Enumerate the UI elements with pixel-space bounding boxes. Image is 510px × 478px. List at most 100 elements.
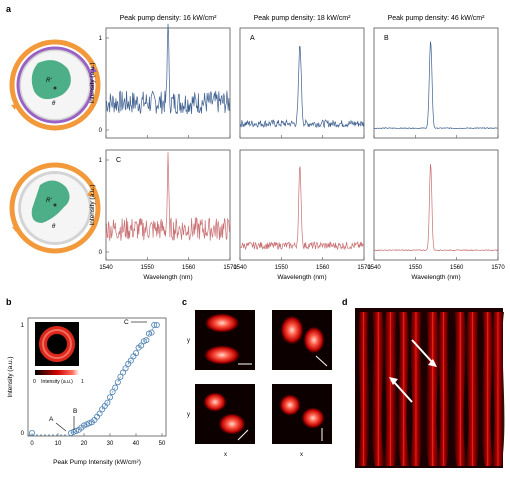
data-point [151, 321, 158, 328]
column-title-3: Peak pump density: 46 kW/cm² [388, 15, 486, 22]
spectrum-line [105, 23, 231, 115]
pol-arrow-3 [237, 429, 249, 441]
colorbar-min: 0 [33, 379, 36, 385]
stripe-arrow-upper [411, 339, 433, 363]
spectrum-plot-5: 1540 1550 1560 1570 Wavelength (nm) [233, 149, 371, 281]
spectrum-ylabel: Intensity (a.u.) [89, 62, 96, 103]
arrow-a [55, 422, 67, 432]
data-point [114, 379, 121, 386]
y-tick-label: 0 [99, 250, 103, 256]
spectrum-row-label: C [116, 157, 121, 164]
data-point [132, 350, 139, 357]
x-tick-label: 10 [55, 441, 62, 447]
data-point [81, 422, 88, 429]
panel-letter-d: d [342, 297, 348, 307]
stripe [425, 312, 440, 466]
colorbar [35, 370, 79, 375]
x-tick-label: 1560 [450, 265, 464, 271]
data-point [104, 399, 111, 406]
colorbar-label: Intensity (a.u.) [41, 379, 73, 385]
data-point [127, 357, 134, 364]
x-tick-label: 0 [30, 441, 34, 447]
threshold-ylabel: Intensity (a.u.) [7, 356, 14, 397]
x-tick-label: 20 [81, 441, 88, 447]
spectrum-xlabel: Wavelength (nm) [411, 274, 460, 281]
data-point [138, 342, 145, 349]
stripe [453, 312, 467, 466]
x-tick-label: 50 [159, 441, 166, 447]
data-point [68, 429, 75, 436]
x-tick-label: 1550 [275, 265, 289, 271]
resonator-diagram-2: R' θ [9, 162, 101, 254]
stripe [371, 312, 385, 466]
spectrum-frame [373, 27, 499, 139]
stripe [397, 312, 410, 466]
column-title-2: Peak pump density: 18 kW/cm² [254, 15, 352, 22]
x-tick-label: 1540 [233, 265, 247, 271]
y-tick-label: 1 [99, 158, 103, 164]
data-point [122, 365, 129, 372]
data-point [148, 329, 155, 336]
data-point [96, 410, 103, 417]
mode-image-3 [195, 384, 255, 444]
data-point [112, 384, 119, 391]
x-tick-label: 1540 [99, 265, 113, 271]
spectrum-frame [239, 27, 365, 139]
data-point [86, 420, 93, 427]
data-point [109, 388, 116, 395]
panel-letter-b: b [6, 297, 12, 307]
diagram-1-r-label: R' [46, 78, 52, 84]
stripe [437, 312, 450, 466]
mode-images: y y x x [187, 310, 332, 458]
diagram-1-theta-label: θ [52, 101, 56, 107]
stripe-pattern [355, 308, 505, 468]
stripe [481, 312, 494, 466]
spectrum-xlabel: Wavelength (nm) [143, 274, 192, 281]
stripe [491, 312, 505, 466]
spectrum-line [239, 166, 365, 251]
mode-ylabel-top: y [187, 338, 190, 344]
spectrum-line [105, 152, 231, 241]
x-tick-label: 1550 [409, 265, 423, 271]
spectrum-plot-3: B [373, 27, 499, 139]
point-label-a: A [49, 416, 54, 423]
spectrum-ylabel: Intensity (a.u.) [89, 184, 96, 225]
data-point [117, 373, 124, 380]
threshold-xlabel: Peak Pump Intensity (kW/cm²) [53, 459, 141, 466]
point-label-b: B [73, 408, 77, 415]
spectrum-row-label: A [250, 35, 255, 42]
threshold-curve [70, 324, 157, 434]
spectrum-line [373, 41, 499, 130]
x-tick-label: 1560 [182, 265, 196, 271]
spectrum-frame [105, 27, 231, 139]
data-point [73, 427, 80, 434]
stripe [383, 312, 398, 466]
column-title-1: Peak pump density: 16 kW/cm² [120, 15, 218, 22]
data-point [143, 337, 150, 344]
data-point [107, 394, 114, 401]
stripe-arrow-lower [393, 381, 413, 403]
spectrum-line [373, 163, 499, 252]
x-tick-label: 1560 [316, 265, 330, 271]
panel-letter-a: a [6, 4, 12, 14]
stripe-arrow-lower-head [389, 377, 398, 385]
spectrum-plot-4: 1540 1550 1560 1570 0 1 Intensity (a.u.) Wavele… [89, 149, 237, 281]
spectrum-plot-6: 1540 1550 1560 1570 Wavelength (nm) [367, 149, 505, 281]
x-tick-label: 1570 [491, 265, 505, 271]
resonator-diagram-1: R' θ [9, 39, 101, 131]
point-label-c: C [124, 319, 129, 326]
stripe [465, 312, 480, 466]
stripe [357, 312, 370, 466]
spectrum-frame [105, 149, 231, 261]
y-tick-label: 1 [99, 36, 103, 42]
panel-letter-c: c [182, 297, 187, 307]
x-tick-label: 1570 [357, 265, 371, 271]
data-point [28, 429, 35, 436]
spectrum-xlabel: Wavelength (nm) [277, 274, 326, 281]
y-tick-label: 1 [21, 323, 25, 329]
mode-xlabel-left: x [224, 452, 227, 458]
data-point [145, 330, 152, 337]
colorbar-max: 1 [81, 379, 84, 385]
x-tick-label: 30 [107, 441, 114, 447]
